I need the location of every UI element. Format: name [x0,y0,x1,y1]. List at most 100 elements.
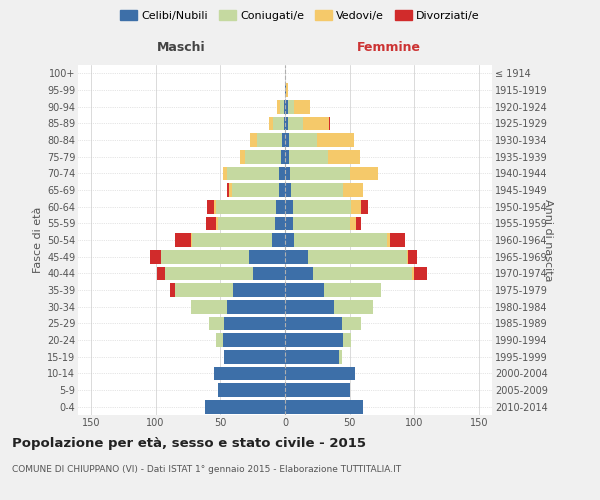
Bar [356,216,361,230]
Bar [285,333,343,347]
Bar [308,250,407,264]
Bar [285,133,289,147]
Bar [324,283,381,297]
Bar [415,266,427,280]
Bar [285,400,362,413]
Bar [175,233,191,247]
Bar [285,200,293,213]
Bar [290,166,350,180]
Bar [276,200,285,213]
Bar [412,266,415,280]
Bar [257,133,283,147]
Bar [224,316,285,330]
Bar [285,383,350,397]
Bar [289,150,328,164]
Bar [284,100,285,114]
Bar [281,150,285,164]
Bar [233,283,285,297]
Bar [223,166,227,180]
Bar [293,216,350,230]
Bar [227,300,285,314]
Bar [285,366,355,380]
Bar [206,216,217,230]
Bar [334,300,373,314]
Bar [292,183,343,197]
Bar [285,183,292,197]
Bar [287,116,303,130]
Bar [283,133,285,147]
Bar [285,166,290,180]
Bar [272,233,285,247]
Bar [227,166,278,180]
Bar [351,200,361,213]
Bar [340,350,342,364]
Bar [218,216,275,230]
Bar [343,183,362,197]
Bar [387,233,390,247]
Bar [164,266,253,280]
Bar [278,166,285,180]
Text: COMUNE DI CHIUPPANO (VI) - Dati ISTAT 1° gennaio 2015 - Elaborazione TUTTITALIA.: COMUNE DI CHIUPPANO (VI) - Dati ISTAT 1°… [12,466,401,474]
Bar [192,233,272,247]
Bar [343,333,351,347]
Bar [342,316,361,330]
Bar [285,316,342,330]
Bar [408,250,417,264]
Bar [209,316,224,330]
Bar [285,216,293,230]
Bar [280,100,284,114]
Bar [232,183,278,197]
Bar [253,266,285,280]
Bar [249,250,285,264]
Bar [275,216,285,230]
Text: Popolazione per età, sesso e stato civile - 2015: Popolazione per età, sesso e stato civil… [12,438,366,450]
Bar [229,183,232,197]
Text: Maschi: Maschi [157,41,206,54]
Bar [277,100,280,114]
Bar [350,166,378,180]
Bar [170,283,175,297]
Bar [286,83,287,97]
Bar [285,150,289,164]
Bar [317,133,353,147]
Bar [294,100,310,114]
Text: Femmine: Femmine [356,41,421,54]
Bar [328,150,360,164]
Bar [390,233,406,247]
Y-axis label: Fasce di età: Fasce di età [32,207,43,273]
Legend: Celibi/Nubili, Coniugati/e, Vedovi/e, Divorziati/e: Celibi/Nubili, Coniugati/e, Vedovi/e, Di… [118,8,482,24]
Bar [191,233,192,247]
Bar [240,150,245,164]
Bar [313,266,412,280]
Bar [329,116,330,130]
Bar [218,383,285,397]
Bar [407,250,408,264]
Bar [285,83,286,97]
Bar [285,100,287,114]
Bar [245,150,281,164]
Bar [287,100,294,114]
Y-axis label: Anni di nascita: Anni di nascita [543,198,553,281]
Bar [175,283,233,297]
Bar [303,116,329,130]
Bar [285,266,313,280]
Bar [274,116,284,130]
Bar [227,183,229,197]
Bar [205,400,285,413]
Bar [151,250,161,264]
Bar [217,216,218,230]
Bar [214,200,217,213]
Bar [285,250,308,264]
Bar [224,350,285,364]
Bar [285,283,324,297]
Bar [361,200,368,213]
Bar [217,200,276,213]
Bar [285,350,340,364]
Bar [285,300,334,314]
Bar [214,366,285,380]
Bar [285,233,294,247]
Bar [350,216,356,230]
Bar [217,333,223,347]
Bar [161,250,249,264]
Bar [278,183,285,197]
